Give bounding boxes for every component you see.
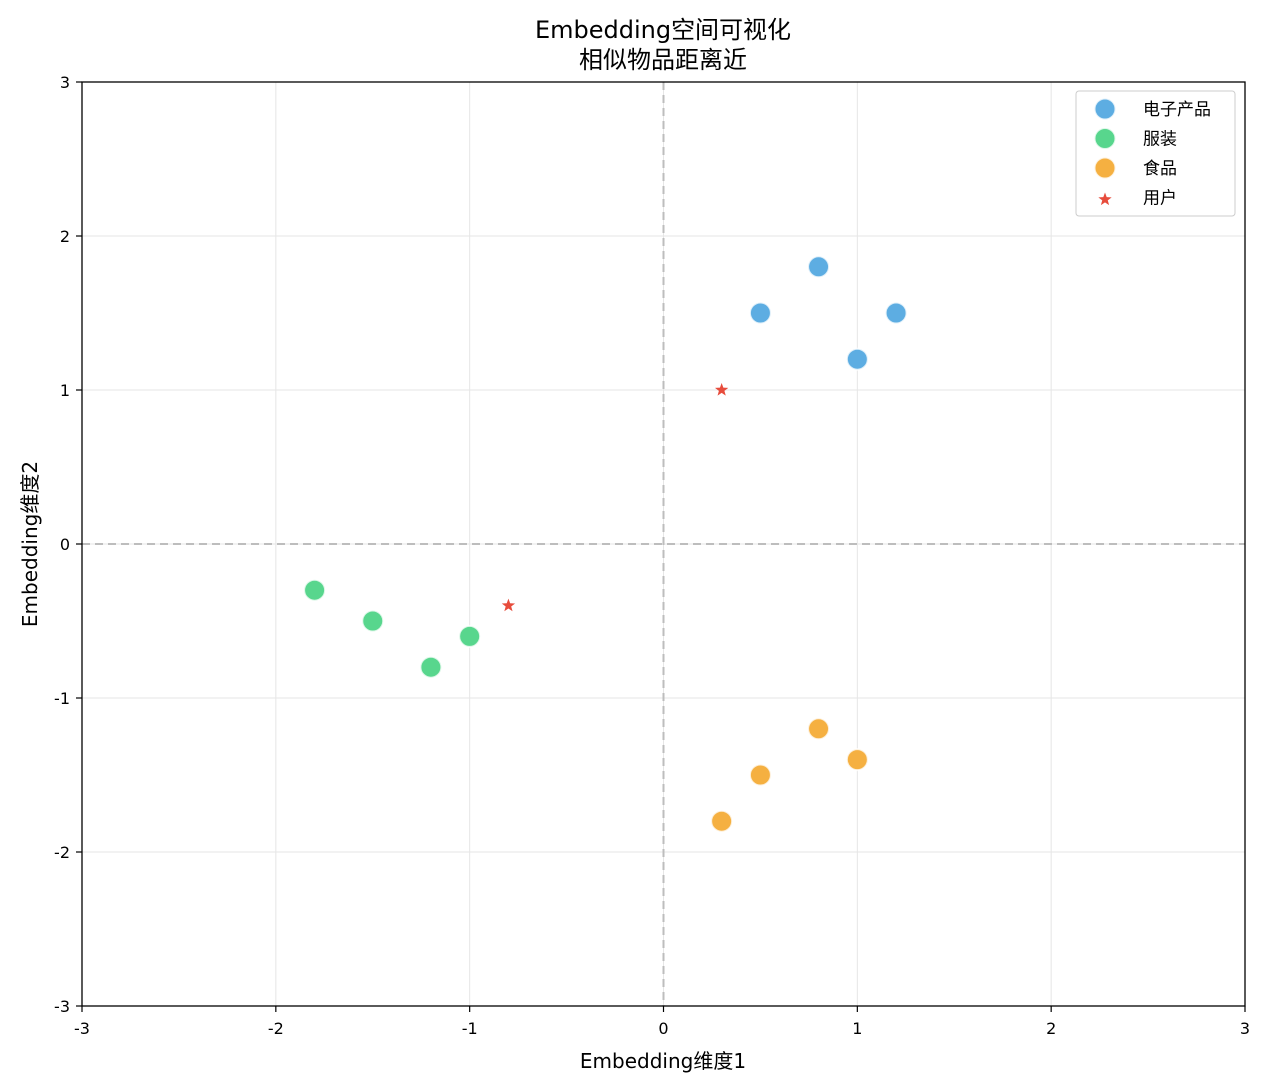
axis-ticks: -3 -2 -1 0 1 2 3 -3 -2 -1 0 1 2 3 bbox=[54, 73, 1250, 1038]
scatter-point bbox=[361, 609, 385, 633]
scatter-point bbox=[458, 624, 482, 648]
scatter-point bbox=[884, 301, 908, 325]
y-tick-label: 2 bbox=[60, 227, 70, 246]
legend-label: 服装 bbox=[1143, 130, 1177, 150]
legend-label: 用户 bbox=[1143, 189, 1177, 209]
x-tick-label: -3 bbox=[74, 1019, 90, 1038]
scatter-point bbox=[807, 717, 831, 741]
user-star-point bbox=[714, 383, 729, 396]
legend-star-icon bbox=[1098, 192, 1112, 206]
legend-label: 食品 bbox=[1143, 159, 1177, 179]
scatter-point bbox=[845, 347, 869, 371]
legend-circle-icon bbox=[1093, 156, 1117, 180]
user-star-point bbox=[501, 598, 516, 612]
x-tick-label: 2 bbox=[1046, 1019, 1056, 1038]
scatter-point bbox=[807, 255, 831, 279]
y-axis-label: Embedding维度2 bbox=[18, 461, 42, 627]
x-tick-label: -1 bbox=[462, 1019, 478, 1038]
legend-box bbox=[1075, 90, 1236, 217]
x-axis-label: Embedding维度1 bbox=[580, 1049, 746, 1073]
reference-lines bbox=[82, 82, 1245, 1006]
scatter-point bbox=[303, 578, 327, 602]
y-tick-label: 1 bbox=[60, 381, 70, 400]
x-tick-label: -2 bbox=[268, 1019, 284, 1038]
legend-label: 电子产品 bbox=[1143, 100, 1211, 120]
x-tick-label: 0 bbox=[658, 1019, 668, 1038]
data-points bbox=[303, 255, 908, 833]
y-tick-label: -2 bbox=[54, 843, 70, 862]
x-tick-label: 3 bbox=[1240, 1019, 1250, 1038]
legend-circle-icon bbox=[1093, 127, 1117, 150]
scatter-point bbox=[845, 748, 869, 772]
x-tick-label: 1 bbox=[852, 1019, 862, 1038]
y-tick-label: -3 bbox=[54, 997, 70, 1016]
scatter-point bbox=[710, 809, 734, 833]
scatter-point bbox=[748, 763, 772, 787]
y-tick-label: 0 bbox=[60, 535, 70, 554]
legend-circle-icon bbox=[1093, 97, 1117, 121]
chart-title: Embedding空间可视化 bbox=[535, 16, 791, 44]
scatter-point bbox=[748, 301, 772, 325]
y-tick-label: 3 bbox=[60, 73, 70, 92]
chart-subtitle: 相似物品距离近 bbox=[579, 46, 747, 74]
y-tick-label: -1 bbox=[54, 689, 70, 708]
scatter-point bbox=[419, 655, 443, 679]
plot-area-frame bbox=[81, 81, 1246, 1007]
